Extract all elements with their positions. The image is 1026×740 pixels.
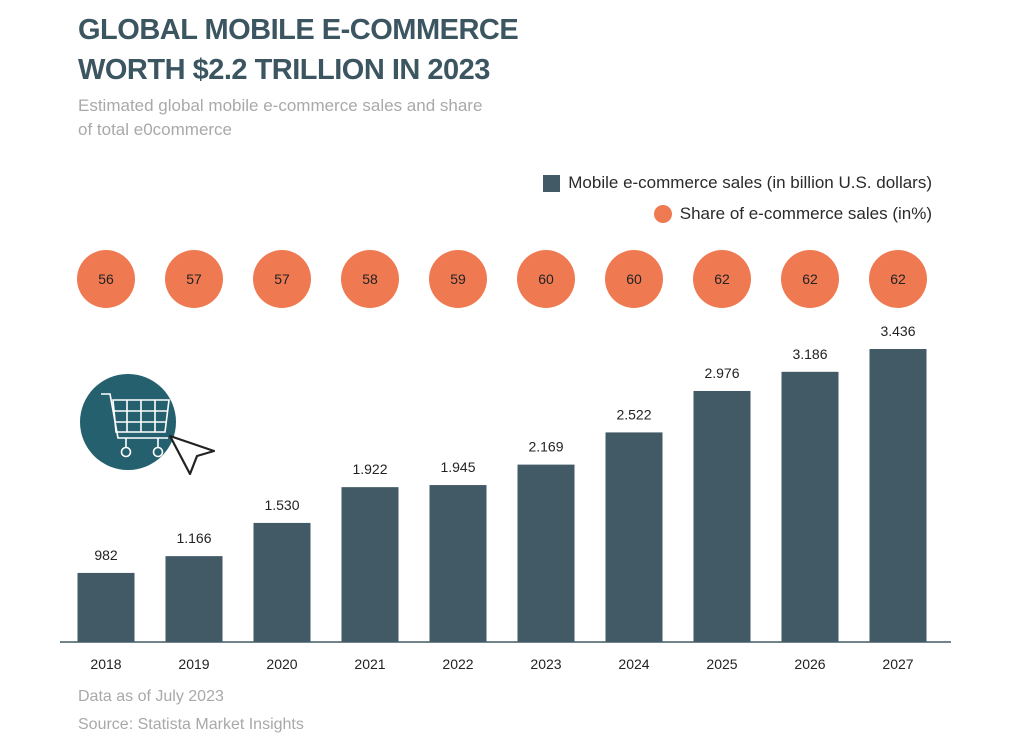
data-label-2026: 3.186 bbox=[792, 346, 827, 362]
x-tick-2025: 2025 bbox=[706, 656, 737, 672]
legend-swatch-share bbox=[653, 205, 672, 223]
bar-2018 bbox=[77, 572, 135, 642]
data-label-2021: 1.922 bbox=[352, 461, 387, 477]
share-label-2027: 62 bbox=[890, 271, 906, 287]
footnote: Data as of July 2023 bbox=[78, 688, 224, 705]
share-marker-2021 bbox=[341, 250, 399, 308]
share-label-2022: 59 bbox=[450, 271, 466, 287]
x-tick-2018: 2018 bbox=[90, 656, 121, 672]
share-label-2020: 57 bbox=[274, 271, 290, 287]
x-tick-2026: 2026 bbox=[794, 656, 825, 672]
legend-item-share: Share of e-commerce sales (in%) bbox=[653, 204, 932, 224]
x-tick-2020: 2020 bbox=[266, 656, 297, 672]
x-tick-2019: 2019 bbox=[178, 656, 209, 672]
x-tick-2022: 2022 bbox=[442, 656, 473, 672]
share-label-2024: 60 bbox=[626, 271, 642, 287]
bar-2027 bbox=[869, 349, 927, 642]
title-text: GLOBAL MOBILE E-COMMERCE WORTH $2.2 TRIL… bbox=[78, 14, 519, 86]
share-marker-2020 bbox=[253, 250, 311, 308]
share-marker-2024 bbox=[605, 250, 663, 308]
share-marker-2023 bbox=[517, 250, 575, 308]
bar-2026 bbox=[781, 371, 839, 642]
legend-label-sales: Mobile e-commerce sales (in billion U.S.… bbox=[568, 173, 932, 192]
x-tick-2027: 2027 bbox=[882, 656, 913, 672]
share-label-2018: 56 bbox=[98, 271, 114, 287]
data-label-2025: 2.976 bbox=[704, 365, 739, 381]
bar-2019 bbox=[165, 556, 223, 642]
bar-2021 bbox=[341, 487, 399, 642]
source: Source: Statista Market Insights bbox=[78, 716, 304, 733]
data-label-2019: 1.166 bbox=[176, 530, 211, 546]
bar-2025 bbox=[693, 390, 751, 642]
share-marker-2025 bbox=[693, 250, 751, 308]
share-label-2019: 57 bbox=[186, 271, 202, 287]
legend-item-sales: Mobile e-commerce sales (in billion U.S.… bbox=[543, 173, 932, 193]
x-tick-2021: 2021 bbox=[354, 656, 385, 672]
data-label-2024: 2.522 bbox=[616, 406, 651, 422]
data-label-2022: 1.945 bbox=[440, 459, 475, 475]
chart-title: GLOBAL MOBILE E-COMMERCE WORTH $2.2 TRIL… bbox=[78, 10, 608, 90]
bar-2024 bbox=[605, 432, 663, 642]
share-label-2026: 62 bbox=[802, 271, 818, 287]
legend-label-share: Share of e-commerce sales (in%) bbox=[679, 204, 932, 223]
bar-2020 bbox=[253, 522, 311, 642]
share-label-2023: 60 bbox=[538, 271, 554, 287]
bar-2022 bbox=[429, 485, 487, 642]
share-label-2021: 58 bbox=[362, 271, 378, 287]
bar-2023 bbox=[517, 464, 575, 642]
share-marker-2018 bbox=[77, 250, 135, 308]
data-label-2020: 1.530 bbox=[264, 497, 299, 513]
data-label-2018: 982 bbox=[94, 547, 118, 563]
data-label-2023: 2.169 bbox=[528, 439, 563, 455]
share-marker-2026 bbox=[781, 250, 839, 308]
share-label-2025: 62 bbox=[714, 271, 730, 287]
shopping-cart-cursor-icon bbox=[80, 374, 216, 476]
data-label-2027: 3.436 bbox=[880, 323, 915, 339]
share-marker-2022 bbox=[429, 250, 487, 308]
x-tick-2024: 2024 bbox=[618, 656, 649, 672]
legend-swatch-sales bbox=[543, 174, 561, 192]
chart-subtitle: Estimated global mobile e-commerce sales… bbox=[78, 96, 483, 139]
share-marker-2019 bbox=[165, 250, 223, 308]
x-tick-2023: 2023 bbox=[530, 656, 561, 672]
share-marker-2027 bbox=[869, 250, 927, 308]
